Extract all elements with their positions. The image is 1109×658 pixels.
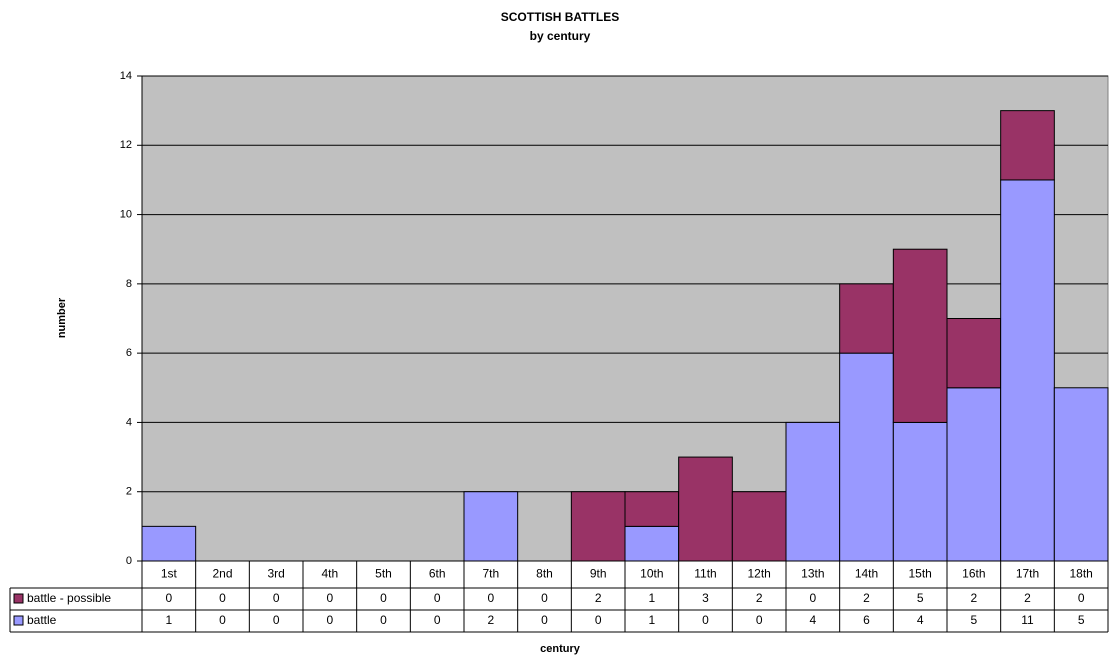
table-value: 0: [219, 591, 226, 605]
bar: [1053, 387, 1109, 562]
chart-title: SCOTTISH BATTLES: [501, 10, 619, 24]
y-tick-label: 8: [126, 278, 132, 290]
table-value: 1: [648, 613, 655, 627]
table-value: 0: [541, 613, 548, 627]
table-value: 0: [273, 591, 280, 605]
x-tick-label: 15th: [908, 567, 931, 581]
x-tick-label: 12th: [747, 567, 770, 581]
bar: [624, 491, 680, 527]
table-value: 0: [702, 613, 709, 627]
table-value: 0: [541, 591, 548, 605]
y-axis-label: number: [56, 297, 68, 338]
bar: [839, 283, 894, 354]
table-value: 4: [917, 613, 924, 627]
legend-key: [13, 615, 24, 626]
bar: [463, 491, 519, 562]
bar: [946, 318, 1002, 389]
y-tick-label: 0: [126, 555, 132, 567]
bar: [892, 248, 948, 423]
chart-subtitle: by century: [530, 29, 591, 43]
bar: [624, 525, 680, 562]
x-tick-label: 1st: [161, 567, 178, 581]
table-value: 2: [756, 591, 763, 605]
table-value: 0: [434, 613, 441, 627]
table-value: 1: [648, 591, 655, 605]
y-tick-label: 14: [120, 70, 132, 82]
table-value: 5: [917, 591, 924, 605]
legend-label: battle - possible: [27, 591, 111, 605]
bar: [1000, 110, 1055, 181]
y-tick-label: 12: [120, 139, 132, 151]
table-value: 0: [380, 613, 387, 627]
x-tick-label: 6th: [429, 567, 446, 581]
x-tick-label: 18th: [1069, 567, 1092, 581]
table-value: 5: [1078, 613, 1085, 627]
table-value: 0: [219, 613, 226, 627]
table-value: 0: [326, 613, 333, 627]
x-tick-label: 13th: [801, 567, 824, 581]
table-value: 2: [863, 591, 870, 605]
x-tick-label: 2nd: [212, 567, 232, 581]
table-value: 0: [756, 613, 763, 627]
bar: [946, 387, 1002, 562]
legend-label: battle: [27, 613, 57, 627]
table-value: 0: [326, 591, 333, 605]
x-tick-label: 9th: [590, 567, 607, 581]
table-value: 2: [595, 591, 602, 605]
y-tick-label: 2: [126, 486, 132, 498]
table-value: 11: [1021, 613, 1034, 627]
x-tick-label: 11th: [694, 567, 716, 581]
table-value: 0: [487, 591, 494, 605]
x-tick-label: 8th: [536, 567, 553, 581]
table-value: 2: [487, 613, 494, 627]
x-tick-label: 17th: [1016, 567, 1039, 581]
bar: [892, 421, 948, 562]
table-value: 4: [809, 613, 816, 627]
x-tick-label: 16th: [962, 567, 985, 581]
table-value: 2: [970, 591, 977, 605]
table-value: 0: [809, 591, 816, 605]
bar: [839, 352, 894, 562]
x-tick-label: 4th: [321, 567, 338, 581]
y-tick-label: 10: [120, 208, 132, 220]
table-value: 2: [1024, 591, 1031, 605]
table-value: 0: [595, 613, 602, 627]
table-value: 0: [380, 591, 387, 605]
bar: [785, 421, 841, 562]
x-tick-label: 5th: [375, 567, 392, 581]
y-tick-label: 6: [126, 347, 132, 359]
x-tick-label: 10th: [640, 567, 663, 581]
table-value: 0: [434, 591, 441, 605]
x-tick-label: 7th: [482, 567, 499, 581]
x-tick-label: 14th: [855, 567, 878, 581]
table-value: 3: [702, 591, 709, 605]
legend-key: [13, 593, 24, 604]
x-tick-label: 3rd: [267, 567, 284, 581]
bar: [141, 525, 197, 562]
table-value: 5: [970, 613, 977, 627]
table-value: 0: [165, 591, 172, 605]
bar: [731, 491, 787, 562]
table-value: 0: [1078, 591, 1085, 605]
table-value: 1: [165, 613, 172, 627]
table-value: 6: [863, 613, 870, 627]
bar: [678, 456, 733, 562]
table-value: 0: [273, 613, 280, 627]
bar: [570, 491, 626, 562]
bar: [1000, 179, 1055, 562]
y-tick-label: 4: [126, 416, 132, 428]
x-axis-label: century: [540, 643, 581, 655]
